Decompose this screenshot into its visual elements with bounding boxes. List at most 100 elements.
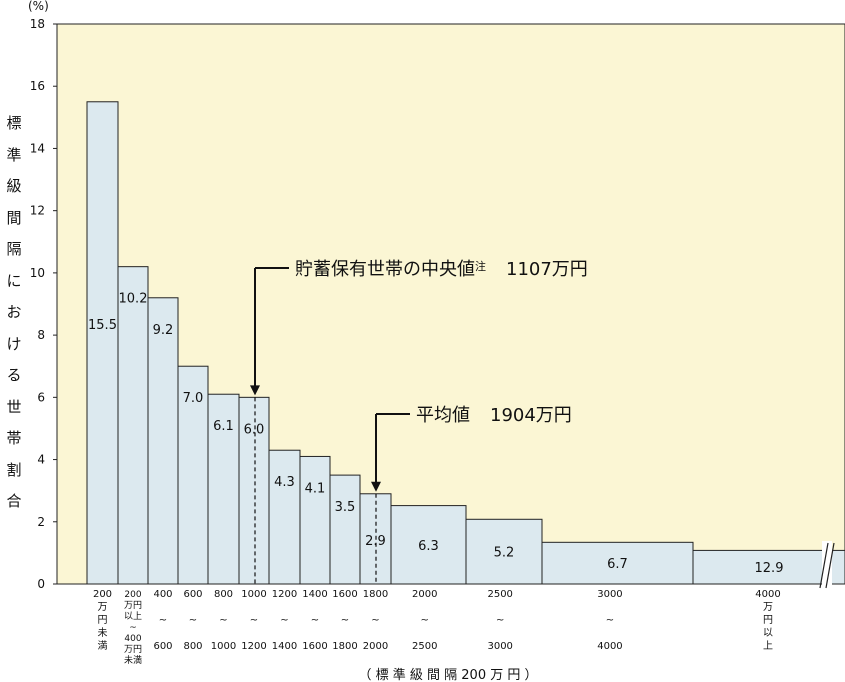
y-unit-label: (%)	[28, 0, 49, 13]
x-axis-title: （ 標 準 級 間 隔 200 万 円 ）	[358, 667, 537, 682]
y-axis-title-char: け	[6, 334, 22, 353]
bar	[329, 474, 361, 585]
y-axis-title-char: る	[6, 366, 22, 384]
axis-break-line	[825, 542, 835, 589]
x-tick-label: ~	[341, 615, 349, 626]
y-tick-label: 16	[30, 79, 45, 93]
x-tick-label: 円	[763, 615, 773, 626]
annotation-note-mark: 注	[475, 259, 486, 273]
annotation-label: 平均値 1904万円	[416, 405, 572, 426]
bar-value-label: 4.1	[305, 481, 326, 496]
x-tick-label: 4000	[597, 641, 622, 652]
bar-value-label: 6.0	[244, 422, 265, 437]
x-tick-label: ~	[159, 615, 167, 626]
x-tick-label: ~	[189, 615, 197, 626]
x-tick-label: 以上	[124, 611, 142, 622]
x-tick-label: 1400	[272, 641, 297, 652]
axis-break-gap	[822, 541, 832, 589]
y-tick-label: 8	[37, 328, 45, 342]
bar	[86, 101, 119, 585]
y-axis-title-char: 世	[6, 397, 22, 416]
x-tick-label: ~	[371, 615, 379, 626]
annotation-arrowhead	[371, 481, 381, 492]
x-tick-label: 800	[214, 589, 233, 600]
x-tick-label: 1400	[302, 589, 327, 600]
x-tick-label: 満	[98, 640, 108, 652]
bar-value-label: 6.1	[213, 419, 234, 434]
x-tick-label: 200	[93, 589, 112, 600]
bar-value-label: 7.0	[183, 391, 204, 406]
x-tick-label: ~	[129, 623, 137, 633]
bar-value-label: 6.7	[607, 557, 628, 572]
x-tick-label: ~	[219, 615, 227, 626]
y-axis-title-char: 帯	[6, 429, 22, 447]
x-tick-label: 万	[763, 602, 773, 613]
x-tick-label: 円	[98, 615, 108, 626]
x-tick-label: 600	[183, 589, 202, 600]
x-tick-label: ~	[280, 615, 288, 626]
annotation-label: 貯蓄保有世帯の中央値注 1107万円	[295, 259, 588, 280]
bar	[268, 449, 301, 585]
annotation-arrowhead	[250, 385, 260, 396]
y-tick-label: 2	[37, 515, 45, 529]
x-tick-label: 2500	[412, 641, 437, 652]
x-tick-label: 以	[763, 628, 773, 639]
annotation-text: 貯蓄保有世帯の中央値	[295, 259, 475, 280]
x-tick-label: ~	[606, 615, 614, 626]
x-tick-label: 上	[763, 640, 773, 652]
axis-break-line	[819, 542, 829, 589]
x-tick-label: 1800	[332, 641, 357, 652]
x-tick-label: 1200	[241, 641, 266, 652]
y-axis-title-char: 標	[6, 114, 22, 132]
y-axis-title-char: 間	[6, 208, 22, 227]
x-tick-label: 400	[153, 589, 172, 600]
y-tick-label: 18	[30, 17, 45, 31]
x-tick-label: 1800	[363, 589, 388, 600]
x-tick-label: 万円	[124, 600, 142, 611]
bar-value-label: 4.3	[274, 475, 295, 490]
y-axis-title-char: 合	[6, 492, 22, 510]
x-tick-label: 800	[183, 641, 202, 652]
bar-value-label: 15.5	[88, 318, 117, 333]
y-tick-label: 6	[37, 390, 45, 404]
y-tick-label: 10	[30, 266, 45, 280]
bar	[238, 396, 270, 585]
bar-value-label: 3.5	[335, 500, 356, 515]
x-tick-label: 3000	[487, 641, 512, 652]
bar	[692, 549, 845, 585]
x-tick-label: 200	[124, 590, 141, 600]
bar	[117, 266, 149, 585]
x-tick-label: 1000	[211, 641, 236, 652]
bar	[299, 455, 331, 585]
x-tick-label: 1000	[241, 589, 266, 600]
x-tick-label: 未満	[124, 654, 142, 666]
y-tick-label: 0	[37, 577, 45, 591]
y-axis-title-char: に	[6, 271, 22, 290]
x-tick-label: ~	[496, 615, 504, 626]
x-tick-label: ~	[250, 615, 258, 626]
x-tick-label: 400	[124, 634, 141, 644]
x-tick-label: 1200	[272, 589, 297, 600]
x-tick-label: 2500	[487, 589, 512, 600]
annotation-amount: 1107万円	[506, 259, 588, 280]
y-axis-title-char: 隔	[6, 240, 22, 258]
x-tick-label: 未	[98, 627, 108, 639]
bar	[541, 541, 694, 585]
x-tick-label: ~	[421, 615, 429, 626]
y-tick-label: 12	[30, 204, 45, 218]
x-tick-label: 2000	[412, 589, 437, 600]
bar-value-label: 2.9	[365, 534, 386, 549]
x-tick-label: 万円	[124, 644, 142, 655]
y-axis-title-char: 準	[6, 145, 22, 164]
bar-value-label: 6.3	[418, 539, 439, 554]
x-tick-label: 600	[153, 641, 172, 652]
y-axis-title-char: 級	[6, 177, 22, 195]
bar	[147, 297, 179, 585]
y-tick-label: 14	[30, 141, 45, 155]
x-tick-label: 万	[98, 602, 108, 613]
y-axis-title-char: 割	[6, 460, 22, 479]
x-tick-label: 3000	[597, 589, 622, 600]
bar-value-label: 12.9	[755, 561, 784, 576]
annotation-text: 平均値	[416, 405, 470, 426]
